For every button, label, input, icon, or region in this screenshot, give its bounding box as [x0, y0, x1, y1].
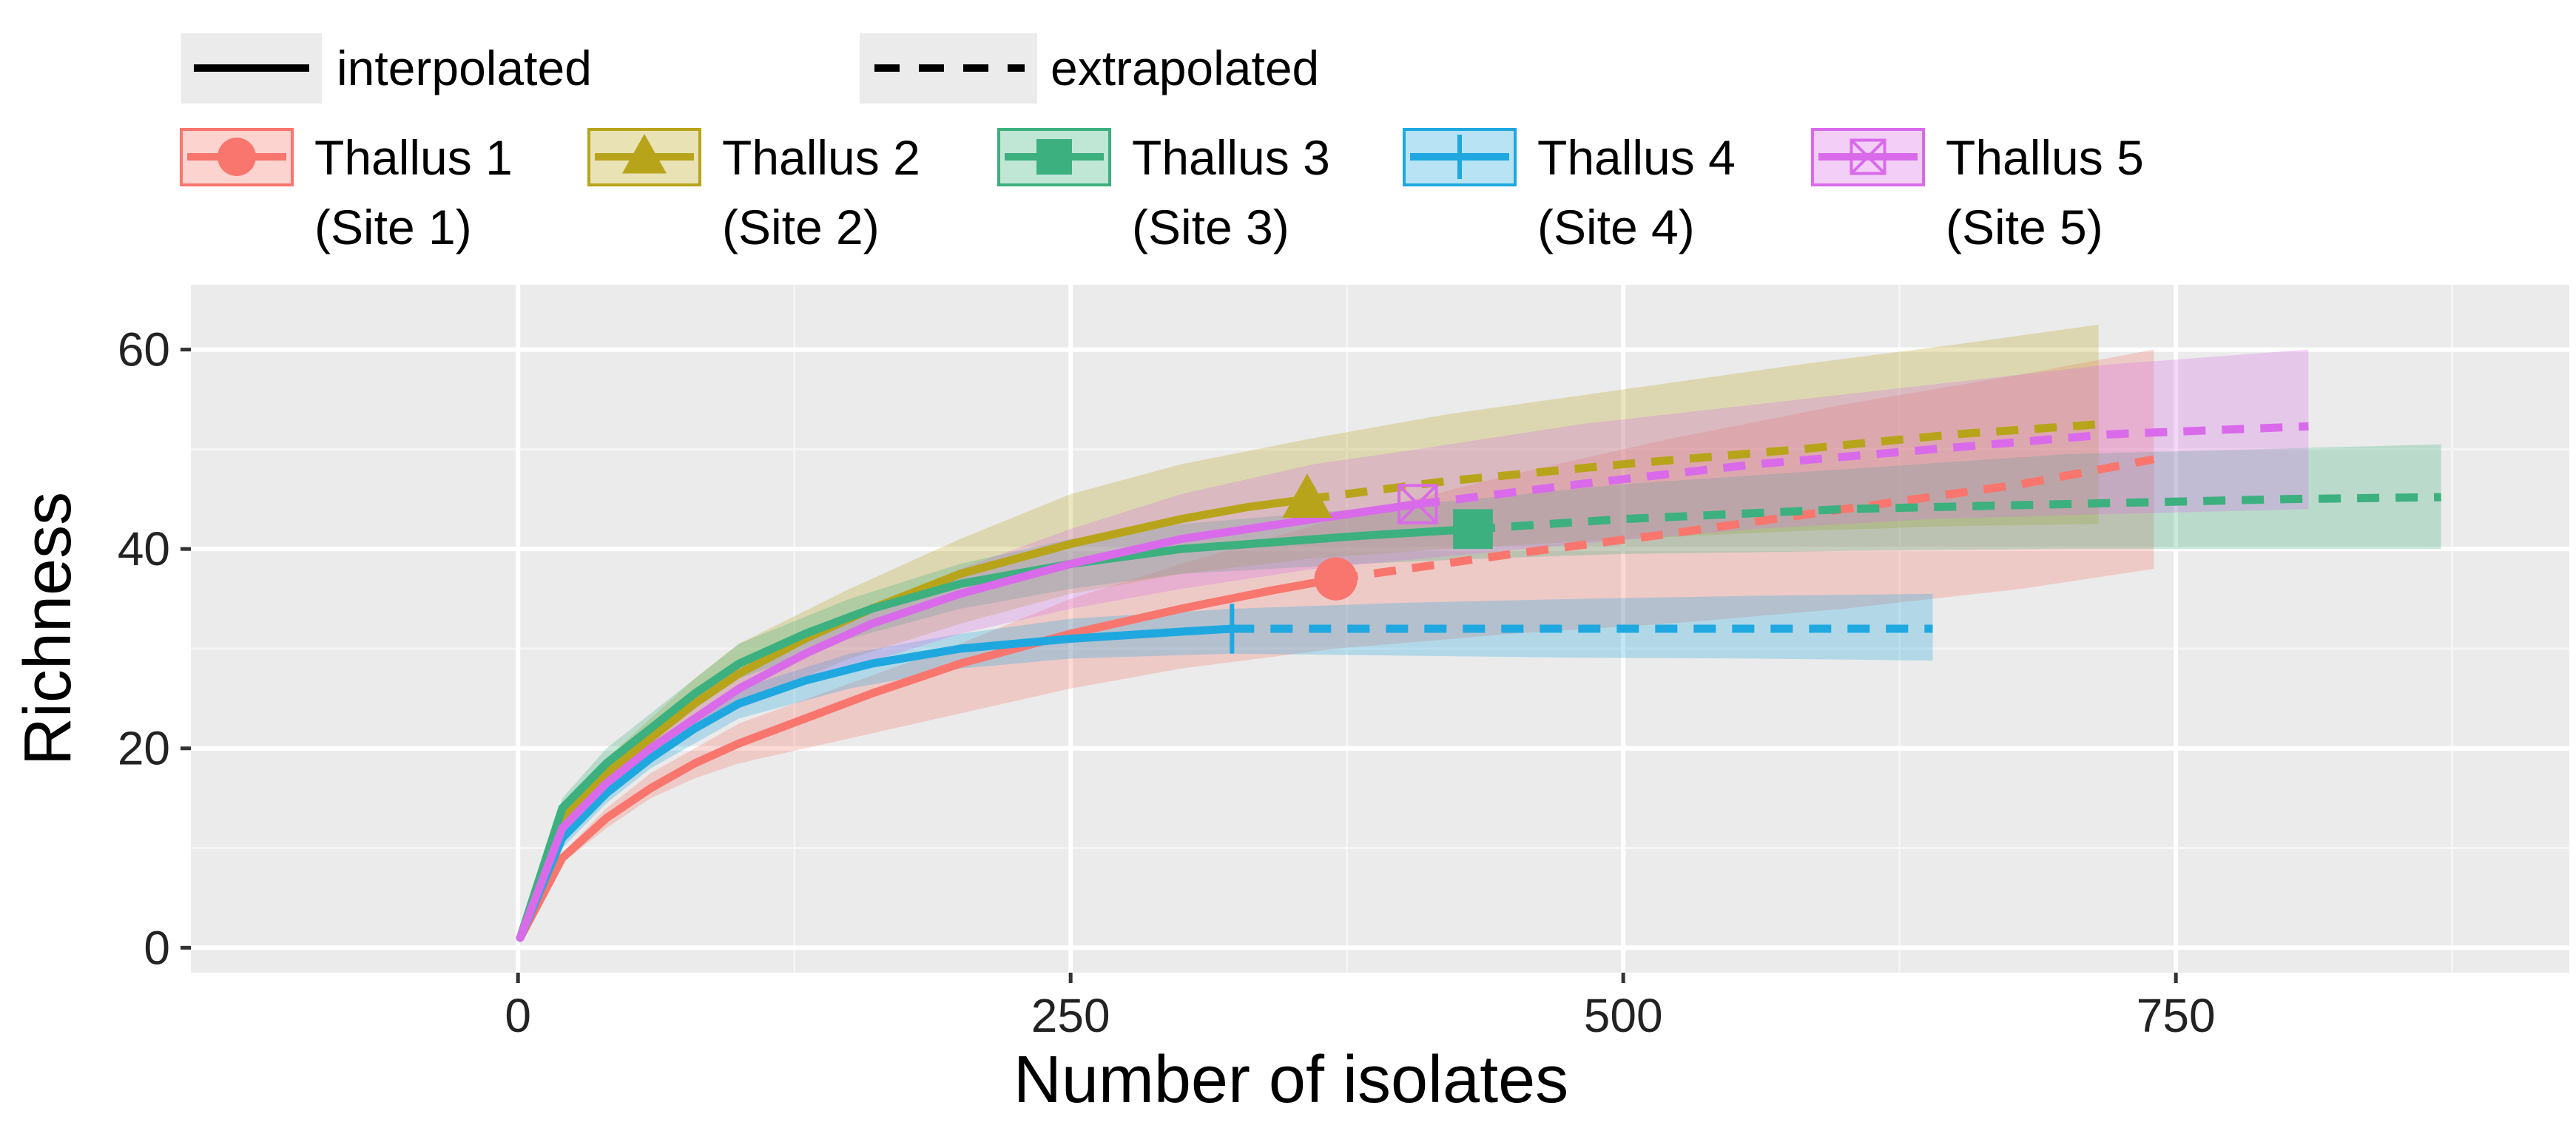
x-tick-label: 0 — [505, 989, 531, 1042]
plot-panel — [191, 285, 2569, 973]
legend-label-interpolated: interpolated — [337, 41, 592, 95]
interpolated-line — [516, 500, 1422, 942]
x-tick-label: 500 — [1584, 989, 1663, 1042]
legend-key-marker — [218, 138, 256, 176]
ci-ribbon — [520, 324, 2099, 938]
legend-series-site: (Site 4) — [1537, 200, 1695, 254]
y-tick-label: 40 — [118, 522, 170, 575]
series-legend: Thallus 1(Site 1)Thallus 2(Site 2)Thallu… — [180, 128, 2144, 254]
curves — [516, 420, 2441, 942]
y-tick-label: 20 — [118, 722, 170, 775]
legend-series-site: (Site 3) — [1132, 200, 1289, 254]
observed-point-marker — [1314, 557, 1358, 601]
legend-item: Thallus 3 (Site 3) — [997, 128, 1330, 254]
observed-markers — [1230, 473, 1493, 654]
ci-ribbon — [520, 349, 2154, 938]
legend-item: Thallus 1 (Site 1) — [180, 128, 513, 254]
legend-key-marker — [622, 134, 667, 174]
x-axis-title: Number of isolates — [1014, 1043, 1568, 1117]
ci-ribbon — [520, 444, 2441, 938]
interpolated-line — [516, 575, 1341, 942]
legend-series-name: Thallus 5 — [1946, 130, 2144, 185]
legend-key-marker — [1850, 138, 1887, 175]
x-tick-label: 750 — [2137, 989, 2216, 1042]
extrapolated-line — [1472, 493, 2441, 533]
interpolated-line — [516, 524, 1477, 942]
legend-series-name: Thallus 3 — [1132, 130, 1330, 185]
extrapolated-line — [1335, 455, 2155, 584]
interpolated-line — [516, 495, 1312, 942]
legend-series-name: Thallus 2 — [722, 130, 920, 185]
legend-item: Thallus 5 (Site 5) — [1811, 128, 2144, 254]
legend-item: Thallus 4 (Site 4) — [1403, 128, 1736, 254]
ci-ribbon — [520, 349, 2309, 938]
interpolated-line — [516, 624, 1236, 942]
axes: 0 250 500 750 0 20 40 60 — [118, 323, 2216, 1042]
ci-ribbon — [520, 593, 1933, 938]
legend-series-name: Thallus 1 — [314, 130, 513, 185]
x-tick-label: 250 — [1031, 989, 1110, 1042]
legend-key-marker — [1036, 139, 1072, 175]
panel-background — [191, 285, 2569, 973]
linetype-legend: interpolated extrapolated — [181, 33, 1319, 104]
extrapolated-line — [1417, 422, 2309, 508]
confidence-ribbons — [520, 324, 2441, 938]
legend-item: Thallus 2 (Site 2) — [587, 128, 920, 254]
y-tick-label: 0 — [144, 921, 170, 974]
observed-point-marker — [1282, 473, 1332, 518]
legend-label-extrapolated: extrapolated — [1051, 41, 1319, 95]
legend-series-site: (Site 1) — [314, 200, 472, 254]
legend-series-site: (Site 5) — [1946, 200, 2103, 254]
observed-point-marker — [1397, 484, 1438, 524]
legend-series-name: Thallus 4 — [1537, 130, 1736, 185]
observed-point-marker — [1453, 509, 1493, 550]
y-axis-title: Richness — [11, 492, 85, 766]
y-tick-label: 60 — [118, 323, 170, 376]
legend-series-site: (Site 2) — [722, 200, 880, 254]
